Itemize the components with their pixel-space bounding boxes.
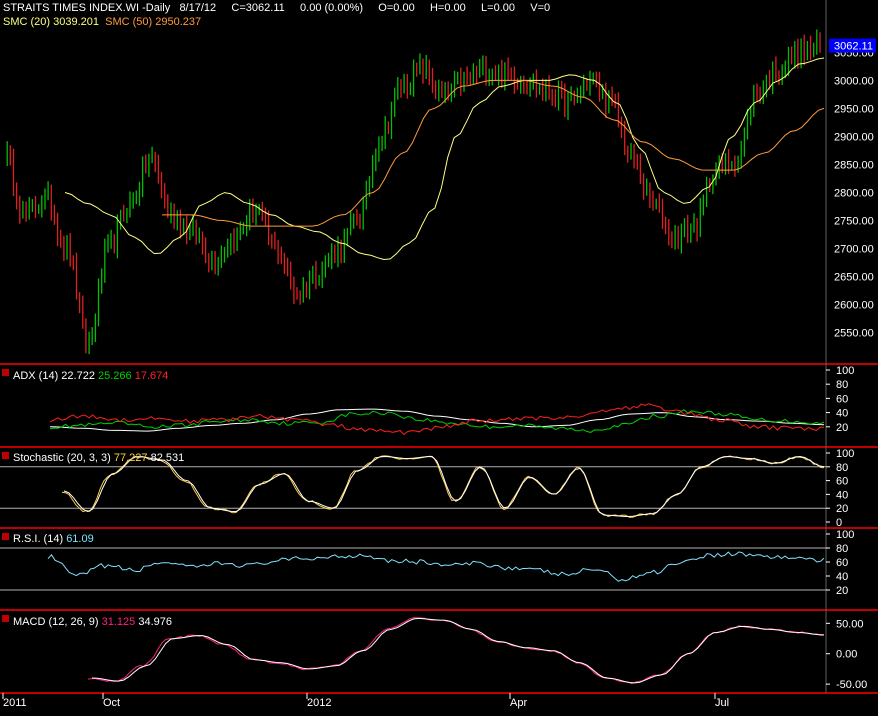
- close-panel-icon: [2, 615, 9, 622]
- dim-line: [49, 403, 825, 436]
- price-tick-label: 3000.00: [834, 75, 874, 87]
- price-tick-label: 2800.00: [834, 188, 874, 200]
- indicator-tick-label: 80: [836, 379, 848, 391]
- adx-label: ADX (14) 22.722 25.266 17.674: [13, 370, 168, 382]
- indicator-tick-label: 20: [836, 422, 848, 434]
- stoch-label-part: Stochastic (20, 3, 3): [13, 452, 114, 464]
- open-value: O=0.00: [378, 2, 415, 14]
- rsi-label: R.S.I. (14) 61.09: [13, 533, 94, 545]
- indicator-tick-label: 40: [836, 408, 848, 420]
- stoch-label-part: 77.227: [114, 452, 151, 464]
- adx-label-part: 25.266: [98, 370, 135, 382]
- sma50-line: [162, 79, 825, 227]
- indicator-tick-label: 80: [836, 462, 848, 474]
- adx-label-part: ADX (14): [13, 370, 61, 382]
- sma20-value: 3039.201: [53, 16, 100, 28]
- indicator-tick-label: 60: [836, 476, 848, 488]
- indicator-tick-label: 50.00: [836, 618, 864, 630]
- x-axis-label: Oct: [103, 697, 120, 709]
- price-tick-label: 2950.00: [834, 103, 874, 115]
- indicator-tick-label: 40: [836, 489, 848, 501]
- dip-line: [49, 409, 825, 433]
- price-tick-label: 2650.00: [834, 272, 874, 284]
- indicator-tick-label: 100: [836, 365, 854, 377]
- indicator-tick-label: 80: [836, 543, 848, 555]
- close-panel-icon: [2, 369, 9, 376]
- stoch-label-part: 82.531: [151, 452, 185, 464]
- indicator-tick-label: 0.00: [836, 649, 857, 661]
- price-tick-label: 2550.00: [834, 328, 874, 340]
- indicator-tick-label: 0: [836, 517, 842, 529]
- low-value: L=0.00: [481, 2, 515, 14]
- x-axis-label: Apr: [510, 697, 527, 709]
- sma50-value: 2950.237: [155, 16, 202, 28]
- indicator-tick-label: 20: [836, 503, 848, 515]
- close-panel-icon: [2, 452, 9, 459]
- sma20-line: [64, 57, 825, 261]
- close-value: C=3062.11: [231, 2, 285, 14]
- chart-title: STRAITS TIMES INDEX.WI -Daily: [3, 2, 171, 14]
- chart-header-line1: STRAITS TIMES INDEX.WI -Daily 8/17/12 C=…: [3, 2, 550, 15]
- close-panel-icon: [2, 533, 9, 540]
- change-value: 0.00 (0.00%): [300, 2, 364, 14]
- sma20-label: SMC (20): [3, 16, 51, 28]
- macd-line: [91, 617, 825, 684]
- indicator-tick-label: 60: [836, 557, 848, 569]
- indicator-tick-label: 100: [836, 448, 854, 460]
- macd-label: MACD (12, 26, 9) 31.125 34.976: [13, 616, 172, 628]
- x-axis-label: 2012: [307, 697, 331, 709]
- chart-date: 8/17/12: [179, 2, 217, 14]
- rsi-label-part: R.S.I. (14): [13, 533, 66, 545]
- indicator-tick-label: 100: [836, 529, 854, 541]
- indicator-tick-label: 60: [836, 393, 848, 405]
- rsi-line: [47, 551, 825, 582]
- volume-value: V=0: [530, 2, 551, 14]
- high-value: H=0.00: [429, 2, 466, 14]
- x-axis-label: 2011: [3, 697, 27, 709]
- macd-signal-line: [87, 617, 825, 685]
- indicator-tick-label: -50.00: [836, 679, 867, 691]
- indicator-tick-label: 20: [836, 585, 848, 597]
- last-price-box: [829, 38, 876, 53]
- price-tick-label: 2900.00: [834, 131, 874, 143]
- macd-label-part: MACD (12, 26, 9): [13, 616, 102, 628]
- stoch-label: Stochastic (20, 3, 3) 77.227 82.531: [13, 452, 184, 464]
- macd-label-part: 31.125: [102, 616, 139, 628]
- macd-label-part: 34.976: [138, 616, 172, 628]
- indicator-tick-label: 40: [836, 571, 848, 583]
- adx-line: [49, 408, 825, 432]
- price-tick-label: 2700.00: [834, 244, 874, 256]
- price-tick-label: 2600.00: [834, 300, 874, 312]
- x-axis-label: Jul: [715, 697, 729, 709]
- last-price-label: 3062.11: [834, 41, 873, 53]
- price-tick-label: 2850.00: [834, 159, 874, 171]
- adx-label-part: 17.674: [135, 370, 169, 382]
- rsi-label-part: 61.09: [66, 533, 94, 545]
- sma50-label: SMC (50): [105, 16, 153, 28]
- adx-label-part: 22.722: [61, 370, 98, 382]
- stoch-d-line: [63, 455, 825, 518]
- price-tick-label: 2750.00: [834, 216, 874, 228]
- chart-header-line2: SMC (20) 3039.201 SMC (50) 2950.237: [3, 16, 201, 29]
